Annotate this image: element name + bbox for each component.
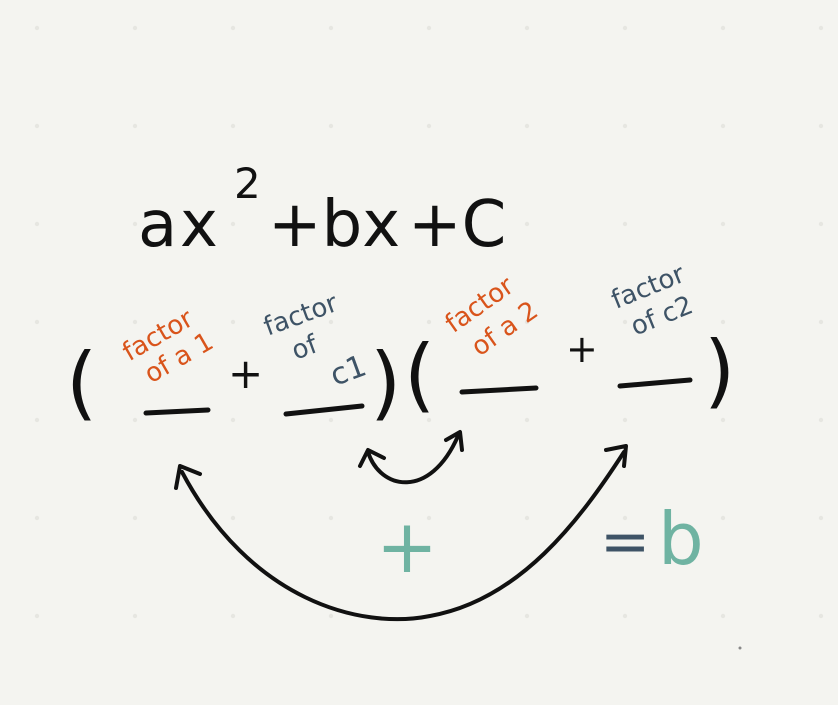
plus-sign-2: + [566, 327, 598, 371]
result-b: b [658, 497, 704, 581]
result-expression: + = b [376, 497, 704, 590]
stray-dot [738, 646, 742, 650]
double-arrow-curve-outer-icon [174, 444, 628, 622]
blank-line-c2 [617, 377, 693, 389]
quadratic-equation: a x 2 +bx +C [138, 159, 506, 262]
equation-plus-c: +C [408, 188, 506, 262]
blank-line-c1 [283, 403, 365, 417]
equation-a: a [138, 188, 177, 262]
equation-x: x [180, 188, 218, 262]
result-plus-sign: + [376, 504, 438, 590]
blank-line-a1 [143, 407, 211, 416]
close-paren-2: ) [704, 324, 735, 417]
close-paren-1: ) [370, 336, 401, 429]
open-paren-1: ( [66, 336, 97, 429]
equation-exponent: 2 [234, 159, 261, 208]
plus-sign-1: + [228, 349, 263, 398]
blank-line-a2 [459, 385, 539, 395]
result-equals: = [600, 507, 650, 577]
open-paren-2: ( [404, 328, 435, 421]
double-arrow-curve-inner-icon [358, 430, 464, 485]
equation-plus-bx: +bx [268, 188, 400, 262]
